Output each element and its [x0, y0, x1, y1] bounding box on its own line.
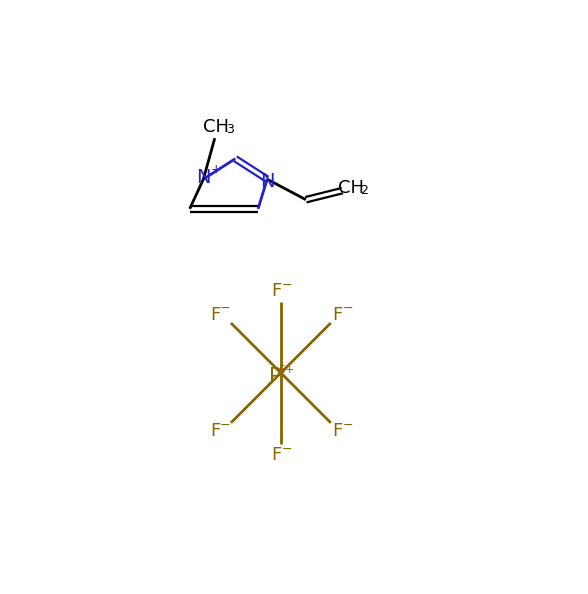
Text: −: −: [282, 279, 292, 292]
Text: CH: CH: [203, 118, 229, 136]
Text: −: −: [220, 419, 230, 432]
Text: +: +: [211, 163, 222, 176]
Text: F: F: [271, 282, 282, 300]
Text: 5+: 5+: [279, 365, 295, 375]
Text: F: F: [332, 306, 343, 324]
Text: F: F: [271, 446, 282, 464]
Text: F: F: [210, 306, 220, 324]
Text: 3: 3: [226, 124, 234, 137]
Text: −: −: [343, 302, 353, 315]
Text: 2: 2: [360, 184, 368, 197]
Text: F: F: [332, 422, 343, 440]
Text: N: N: [260, 172, 275, 191]
Text: P: P: [269, 368, 281, 387]
Text: CH: CH: [338, 179, 363, 197]
Text: −: −: [282, 443, 292, 456]
Text: −: −: [220, 302, 230, 315]
Text: N: N: [196, 168, 211, 187]
Text: F: F: [210, 422, 220, 440]
Text: −: −: [343, 419, 353, 432]
